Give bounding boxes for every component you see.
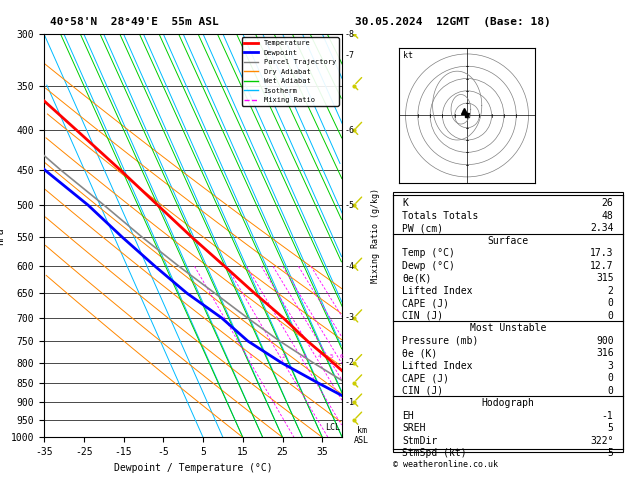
Text: -5: -5	[344, 201, 354, 209]
Text: 315: 315	[596, 273, 613, 283]
Text: 322°: 322°	[590, 435, 613, 446]
Text: 2: 2	[282, 354, 286, 359]
Text: 5: 5	[330, 354, 333, 359]
Text: Surface: Surface	[487, 236, 528, 246]
Text: -8: -8	[344, 30, 354, 38]
Text: kt: kt	[403, 52, 413, 60]
Text: SREH: SREH	[403, 423, 426, 433]
Text: Lifted Index: Lifted Index	[403, 286, 473, 296]
Text: km
ASL: km ASL	[354, 426, 369, 446]
Text: 3: 3	[303, 354, 306, 359]
Text: Totals Totals: Totals Totals	[403, 211, 479, 221]
Text: CIN (J): CIN (J)	[403, 386, 443, 396]
Text: Mixing Ratio (g/kg): Mixing Ratio (g/kg)	[370, 188, 380, 283]
Text: 5: 5	[608, 423, 613, 433]
Text: 2: 2	[608, 286, 613, 296]
Text: 3: 3	[608, 361, 613, 371]
Text: 316: 316	[596, 348, 613, 358]
Text: CIN (J): CIN (J)	[403, 311, 443, 321]
Text: LCL: LCL	[325, 423, 340, 433]
Text: 0: 0	[608, 311, 613, 321]
Text: StmDir: StmDir	[403, 435, 438, 446]
Text: Temp (°C): Temp (°C)	[403, 248, 455, 259]
Text: -1: -1	[602, 411, 613, 421]
Text: 26: 26	[602, 198, 613, 208]
Text: PW (cm): PW (cm)	[403, 224, 443, 233]
Text: 30.05.2024  12GMT  (Base: 18): 30.05.2024 12GMT (Base: 18)	[355, 17, 551, 27]
Text: © weatheronline.co.uk: © weatheronline.co.uk	[393, 460, 498, 469]
Text: -6: -6	[344, 126, 354, 135]
Text: -1: -1	[344, 398, 354, 407]
Text: 1: 1	[248, 354, 252, 359]
Text: 5: 5	[608, 448, 613, 458]
Text: EH: EH	[403, 411, 414, 421]
Text: 48: 48	[602, 211, 613, 221]
Text: Lifted Index: Lifted Index	[403, 361, 473, 371]
Text: Dewp (°C): Dewp (°C)	[403, 261, 455, 271]
Text: Hodograph: Hodograph	[481, 398, 535, 408]
Legend: Temperature, Dewpoint, Parcel Trajectory, Dry Adiabat, Wet Adiabat, Isotherm, Mi: Temperature, Dewpoint, Parcel Trajectory…	[242, 37, 339, 106]
Text: 40°58'N  28°49'E  55m ASL: 40°58'N 28°49'E 55m ASL	[50, 17, 219, 27]
Text: -7: -7	[344, 51, 354, 60]
Text: -2: -2	[344, 358, 354, 367]
Text: -3: -3	[344, 313, 354, 322]
Text: 12.7: 12.7	[590, 261, 613, 271]
Y-axis label: hPa: hPa	[0, 227, 5, 244]
X-axis label: Dewpoint / Temperature (°C): Dewpoint / Temperature (°C)	[114, 463, 272, 473]
Text: 17.3: 17.3	[590, 248, 613, 259]
Text: -4: -4	[344, 262, 354, 271]
Text: 0: 0	[608, 386, 613, 396]
Text: 900: 900	[596, 336, 613, 346]
Text: Pressure (mb): Pressure (mb)	[403, 336, 479, 346]
Text: CAPE (J): CAPE (J)	[403, 298, 449, 308]
Text: CAPE (J): CAPE (J)	[403, 373, 449, 383]
Text: 0: 0	[608, 298, 613, 308]
Text: Most Unstable: Most Unstable	[470, 323, 546, 333]
Text: θe (K): θe (K)	[403, 348, 438, 358]
Text: θe(K): θe(K)	[403, 273, 431, 283]
Text: K: K	[403, 198, 408, 208]
Text: StmSpd (kt): StmSpd (kt)	[403, 448, 467, 458]
Text: 4: 4	[318, 354, 321, 359]
Text: 0: 0	[608, 373, 613, 383]
Text: 2.34: 2.34	[590, 224, 613, 233]
Text: 6: 6	[340, 354, 343, 359]
